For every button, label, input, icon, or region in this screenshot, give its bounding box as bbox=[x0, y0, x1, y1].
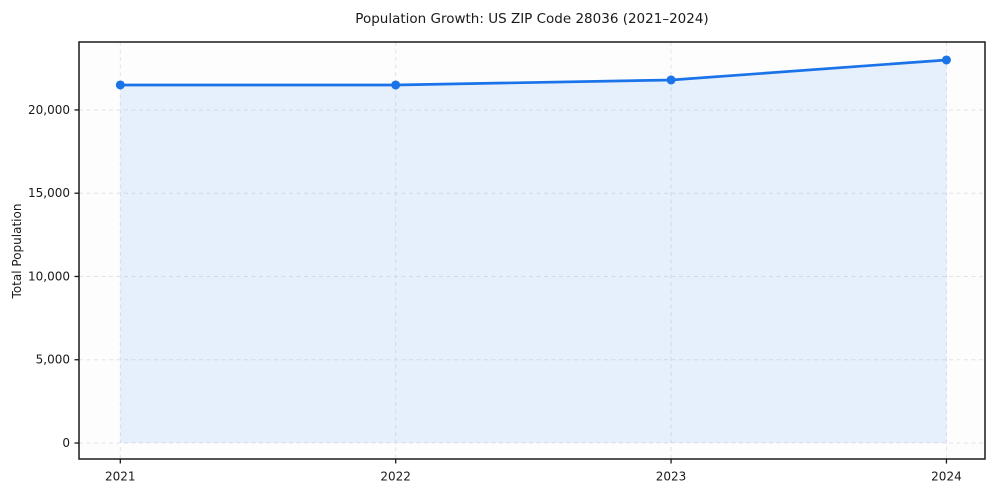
x-tick-label: 2022 bbox=[380, 470, 411, 484]
data-point-2023 bbox=[666, 75, 676, 85]
data-point-2021 bbox=[115, 80, 125, 90]
y-tick-label: 20,000 bbox=[28, 103, 70, 117]
plot-area bbox=[79, 42, 985, 459]
chart-title: Population Growth: US ZIP Code 28036 (20… bbox=[355, 11, 709, 27]
y-tick-label: 5,000 bbox=[36, 353, 70, 367]
x-tick-label: 2023 bbox=[656, 470, 687, 484]
plot-frame bbox=[78, 41, 986, 460]
data-point-2022 bbox=[391, 80, 401, 90]
data-point-2024 bbox=[941, 55, 951, 65]
x-tick-label: 2024 bbox=[931, 470, 962, 484]
population-line-series bbox=[118, 58, 948, 87]
y-tick-label: 10,000 bbox=[28, 269, 70, 283]
y-tick-label: 15,000 bbox=[28, 186, 70, 200]
area-fill bbox=[120, 59, 947, 444]
y-tick-label: 0 bbox=[62, 436, 70, 450]
x-tick-label: 2021 bbox=[105, 470, 136, 484]
